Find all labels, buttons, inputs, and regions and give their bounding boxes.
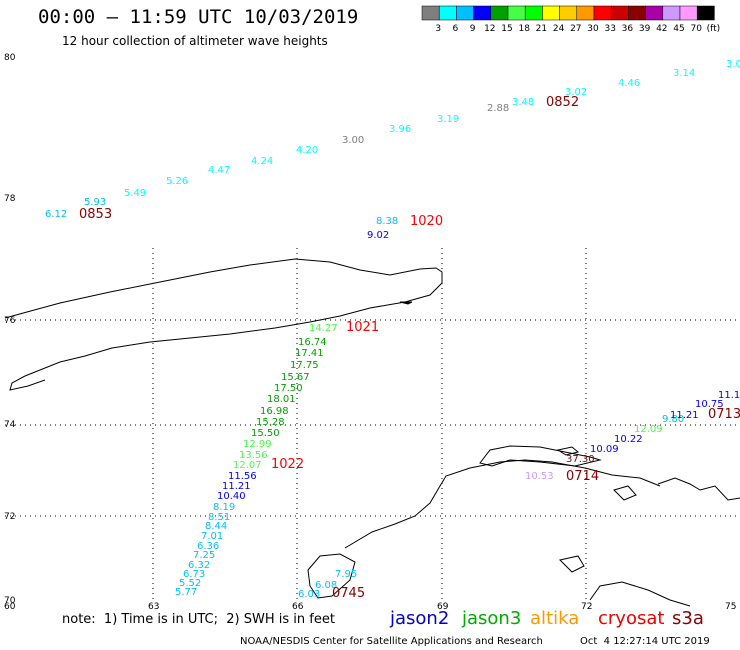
swh-value-label: 7.25: [193, 550, 215, 561]
swh-value-label: 11.56: [228, 471, 257, 482]
swh-value-label: 12.99: [243, 439, 272, 450]
swh-value-label: 9.02: [367, 230, 389, 241]
swh-value-label: 10.75: [695, 399, 724, 410]
swh-value-label: 6.36: [197, 541, 219, 552]
mission-label-s3a: s3a: [672, 608, 704, 629]
lat-label: 80: [4, 53, 16, 63]
swh-value-label: 3.48: [512, 97, 534, 108]
footer-note: note: 1) Time is in UTC; 2) SWH is in fe…: [62, 612, 335, 627]
swh-value-label: 3.0: [726, 59, 740, 70]
pass-time-label: 1022: [271, 457, 304, 472]
lon-label: 69: [437, 602, 449, 612]
swh-value-label: 5.26: [166, 176, 188, 187]
swh-value-label: 7.95: [335, 569, 357, 580]
graticule: [5, 248, 736, 600]
swh-value-label: 16.98: [260, 406, 289, 417]
swh-value-label: 8.19: [213, 502, 235, 513]
lat-label: 72: [4, 512, 15, 522]
swh-value-label: 8.51: [208, 512, 230, 523]
swh-value-label: 17.75: [290, 360, 319, 371]
track-0714-0713: 37.30 10.53 10.0910.2212.099.8011.2110.751…: [525, 390, 740, 484]
lat-label: 70: [4, 596, 16, 606]
swh-value-label: 4.20: [296, 145, 318, 156]
track-1021-1022: 14.27 16.7417.4117.7515.6717.5018.0116.98…: [175, 320, 379, 598]
pass-time-label: 1020: [410, 214, 443, 229]
swh-value-label: 17.41: [295, 348, 324, 359]
swh-value-label: 14.27: [309, 323, 338, 334]
swh-value-label: 17.50: [274, 383, 303, 394]
pass-time-label: 1021: [346, 320, 379, 335]
swh-value-label: 11.21: [222, 481, 251, 492]
lat-label: 74: [4, 420, 16, 430]
swh-value-label: 5.77: [175, 587, 197, 598]
swh-value-label: 4.47: [208, 165, 230, 176]
swh-value-label: 16.74: [298, 337, 327, 348]
swh-value-label: 3.14: [673, 68, 695, 79]
swh-value-label: 15.67: [281, 372, 310, 383]
page-subtitle: 12 hour collection of altimeter wave hei…: [62, 34, 328, 48]
mission-label-cryosat: cryosat: [598, 608, 665, 629]
swh-value-label: 11.1: [718, 390, 740, 401]
pass-time-label: 0713: [708, 407, 740, 422]
lat-label: 76: [4, 316, 16, 326]
swh-value-label: 6.08: [315, 580, 337, 591]
altimeter-tracks: 6.12 5.93 5.49 5.26 4.47 4.24 4.20 3.00 3.96 3.19…: [45, 59, 740, 601]
swh-value-label: 6.32: [188, 560, 210, 571]
lon-axis: 60 63 66 69 72 75: [4, 602, 736, 612]
swh-value-label: 7.01: [201, 531, 223, 542]
swh-value-label: 6.03: [298, 589, 320, 600]
swh-value-label: 8.38: [376, 216, 398, 227]
swh-value-label: 3.02: [565, 87, 587, 98]
lon-label: 60: [4, 602, 16, 612]
swh-value-label: 9.80: [662, 414, 684, 425]
swh-value-label: 10.53: [525, 471, 554, 482]
swh-value-label: 10.09: [590, 444, 619, 455]
swh-value-label: 6.12: [45, 209, 67, 220]
swh-value-label: 10.22: [614, 434, 643, 445]
swh-value-label: 3.19: [437, 114, 459, 125]
swh-value-label: 13.56: [239, 450, 268, 461]
mission-label-jason2: jason2: [390, 608, 450, 629]
swh-value-label: 15.28: [256, 417, 285, 428]
swh-value-label: 6.73: [183, 569, 205, 580]
swh-value-label: 3.00: [342, 135, 364, 146]
track-0745: 7.956.086.03 0745: [298, 569, 365, 601]
swh-value-label: 5.52: [179, 578, 201, 589]
mission-label-altika: altika: [530, 608, 580, 629]
pass-time-label: 0745: [332, 586, 365, 601]
mission-label-jason3: jason3: [462, 608, 522, 629]
swh-value-label: 3.96: [389, 124, 411, 135]
lon-label: 72: [581, 602, 592, 612]
coastline: [4, 258, 740, 607]
swh-value-label: 2.88: [487, 103, 509, 114]
lat-axis: 80 78 76 74 72 70: [4, 53, 16, 606]
swh-value-label: 12.07: [233, 460, 262, 471]
pass-time-label: 0853: [79, 207, 112, 222]
lon-label: 63: [148, 602, 159, 612]
generated-time: Oct 4 12:27:14 UTC 2019: [580, 636, 710, 647]
track-0853-0852: 6.12 5.93 5.49 5.26 4.47 4.24 4.20 3.00 3.96 3.19…: [45, 59, 740, 222]
swh-value-label: 11.21: [670, 410, 699, 421]
credit-line: NOAA/NESDIS Center for Satellite Applica…: [240, 636, 543, 647]
lon-label: 75: [725, 602, 736, 612]
swh-value-label: 5.93: [84, 197, 106, 208]
page-title: 00:00 – 11:59 UTC 10/03/2019: [38, 6, 359, 28]
swh-value-label: 10.40: [217, 491, 246, 502]
lon-label: 66: [292, 602, 304, 612]
track-1020: 8.38 9.02 1020: [367, 214, 443, 241]
swh-value-label: 4.46: [618, 78, 640, 89]
swh-value-label: 8.44: [205, 521, 227, 532]
swh-value-label: 18.01: [267, 394, 296, 405]
swh-value-label: 5.49: [124, 188, 146, 199]
swh-value-label: 37.30: [566, 454, 595, 465]
pass-time-label: 0852: [546, 95, 579, 110]
swh-value-label: 15.50: [251, 428, 280, 439]
swh-value-label: 12.09: [634, 424, 663, 435]
pass-time-label: 0714: [566, 469, 599, 484]
lat-label: 78: [4, 194, 16, 204]
swh-value-label: 4.24: [251, 156, 273, 167]
